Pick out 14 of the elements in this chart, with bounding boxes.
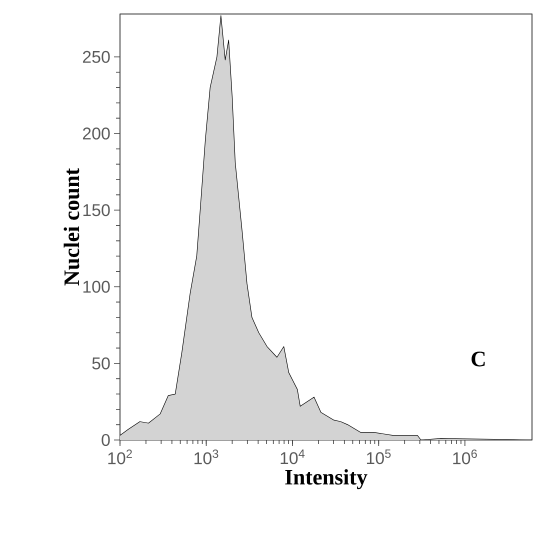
- y-tick-label: 50: [92, 357, 110, 370]
- y-tick-label: 100: [83, 280, 110, 293]
- x-tick-label: 10$^{4}$: [280, 450, 305, 464]
- y-tick-label: 150: [83, 204, 110, 216]
- x-axis-title: Intensity: [285, 469, 368, 490]
- y-axis-title: Nuclei count: [64, 168, 80, 286]
- x-tick-label: 10$^{5}$: [366, 450, 391, 464]
- x-tick-label: 10$^{2}$: [108, 450, 132, 464]
- annotation: C: [472, 352, 485, 366]
- y-tick-label: 0: [102, 434, 110, 446]
- x-tick-label: 10$^{6}$: [453, 450, 477, 464]
- y-tick-label: 250: [82, 50, 110, 63]
- y-tick-label: 200: [82, 128, 110, 140]
- x-tick-label: 10$^{3}$: [194, 450, 218, 464]
